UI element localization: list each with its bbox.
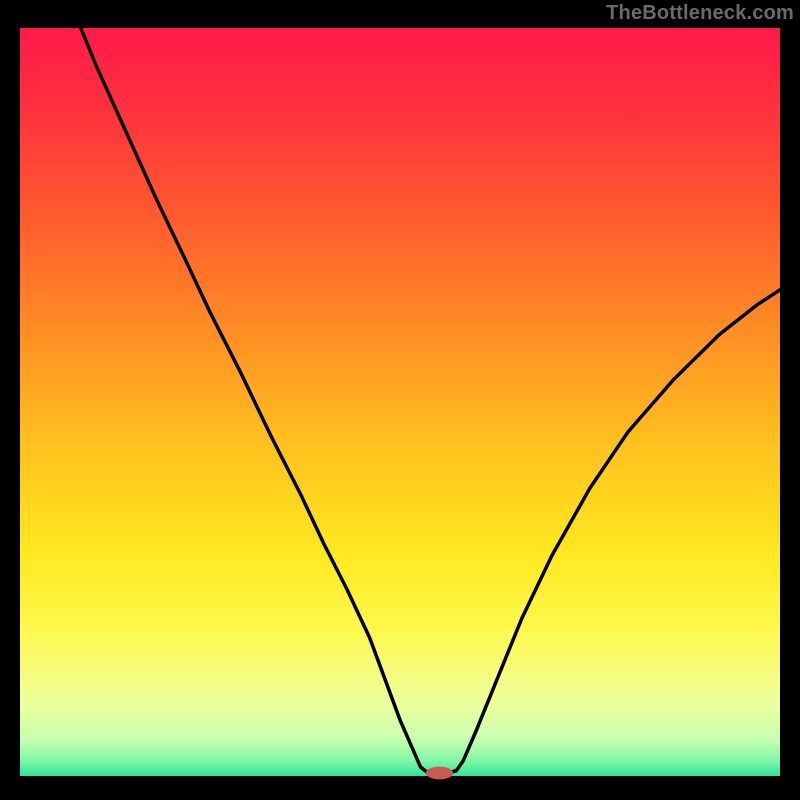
chart-container: TheBottleneck.com [0, 0, 800, 800]
bottleneck-chart [0, 0, 800, 800]
watermark-text: TheBottleneck.com [606, 2, 794, 25]
optimum-marker [426, 767, 453, 780]
plot-background [20, 28, 780, 776]
